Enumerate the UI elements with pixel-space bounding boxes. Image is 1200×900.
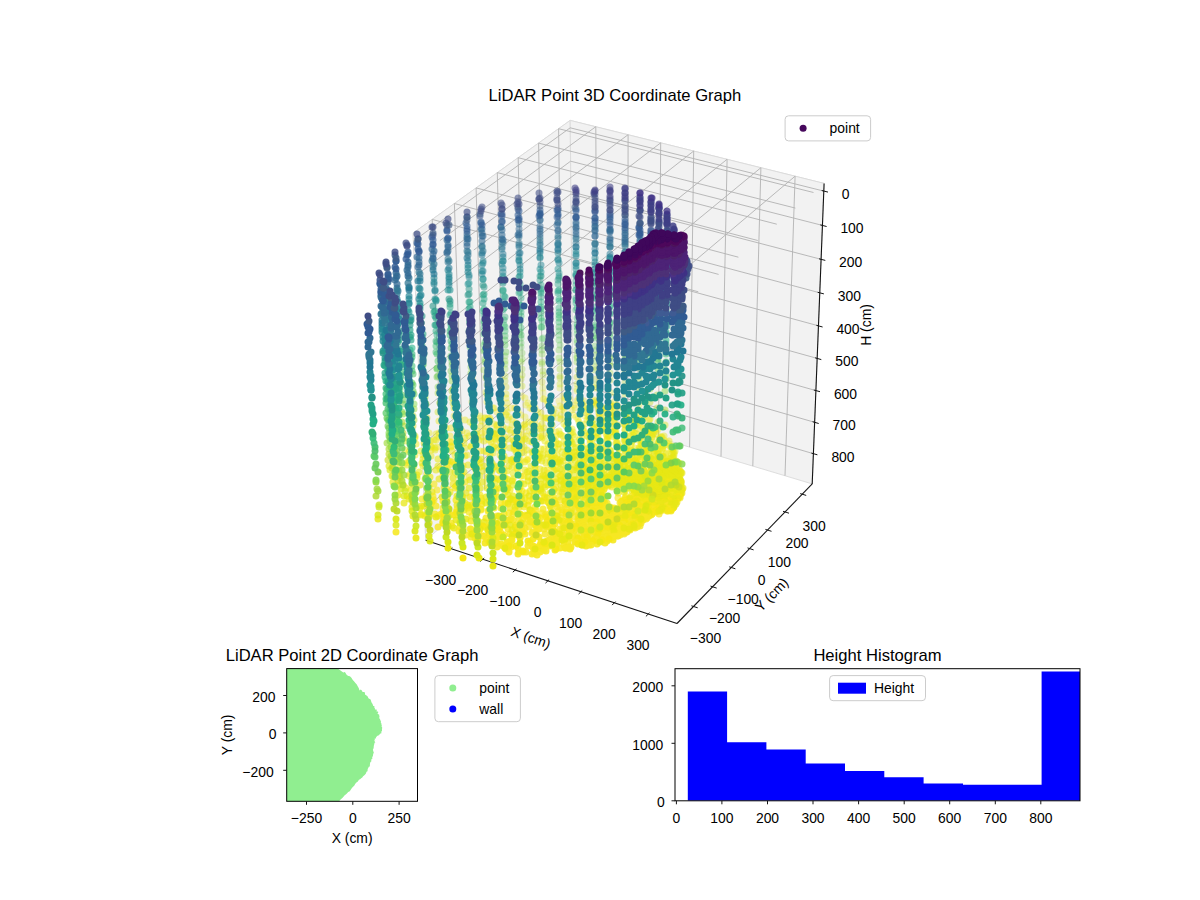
svg-text:300: 300 xyxy=(801,810,824,826)
svg-text:−200: −200 xyxy=(709,610,741,626)
svg-text:400: 400 xyxy=(847,810,870,826)
svg-text:point: point xyxy=(479,680,509,696)
svg-text:0: 0 xyxy=(673,810,681,826)
svg-text:−300: −300 xyxy=(690,630,722,646)
svg-text:200: 200 xyxy=(252,689,275,705)
svg-text:H (cm): H (cm) xyxy=(858,304,874,346)
svg-text:100: 100 xyxy=(768,554,791,570)
svg-text:0: 0 xyxy=(758,572,766,588)
svg-text:−200: −200 xyxy=(242,764,274,780)
svg-text:250: 250 xyxy=(388,810,411,826)
svg-text:Y (cm): Y (cm) xyxy=(219,715,235,756)
svg-text:300: 300 xyxy=(803,518,826,534)
svg-text:100: 100 xyxy=(710,810,733,826)
svg-text:LiDAR Point 3D Coordinate Grap: LiDAR Point 3D Coordinate Graph xyxy=(489,86,742,105)
svg-text:600: 600 xyxy=(834,386,857,402)
svg-text:500: 500 xyxy=(835,353,858,369)
svg-text:300: 300 xyxy=(626,637,649,653)
svg-text:0: 0 xyxy=(842,186,850,202)
svg-text:−250: −250 xyxy=(291,810,323,826)
svg-text:−300: −300 xyxy=(425,572,457,588)
svg-text:400: 400 xyxy=(836,321,859,337)
svg-text:800: 800 xyxy=(1029,810,1052,826)
svg-text:600: 600 xyxy=(938,810,961,826)
svg-text:point: point xyxy=(830,120,860,136)
svg-text:200: 200 xyxy=(839,254,862,270)
svg-text:200: 200 xyxy=(785,535,808,551)
svg-text:800: 800 xyxy=(831,449,854,465)
svg-text:X (cm): X (cm) xyxy=(332,830,373,846)
svg-text:LiDAR Point 2D Coordinate Grap: LiDAR Point 2D Coordinate Graph xyxy=(226,646,479,665)
svg-text:200: 200 xyxy=(756,810,779,826)
svg-text:wall: wall xyxy=(478,701,503,717)
svg-text:300: 300 xyxy=(838,288,861,304)
svg-text:0: 0 xyxy=(534,604,542,620)
svg-text:2000: 2000 xyxy=(632,679,663,695)
svg-text:100: 100 xyxy=(840,220,863,236)
svg-text:−100: −100 xyxy=(489,593,521,609)
svg-text:Height Histogram: Height Histogram xyxy=(813,646,941,665)
svg-text:1000: 1000 xyxy=(632,737,663,753)
svg-text:200: 200 xyxy=(593,626,616,642)
svg-text:Height: Height xyxy=(874,680,914,696)
svg-text:0: 0 xyxy=(269,726,277,742)
svg-text:500: 500 xyxy=(893,810,916,826)
svg-text:100: 100 xyxy=(559,615,582,631)
svg-text:0: 0 xyxy=(657,794,665,810)
svg-text:700: 700 xyxy=(833,417,856,433)
svg-text:−200: −200 xyxy=(457,582,489,598)
svg-text:700: 700 xyxy=(984,810,1007,826)
svg-text:0: 0 xyxy=(349,810,357,826)
